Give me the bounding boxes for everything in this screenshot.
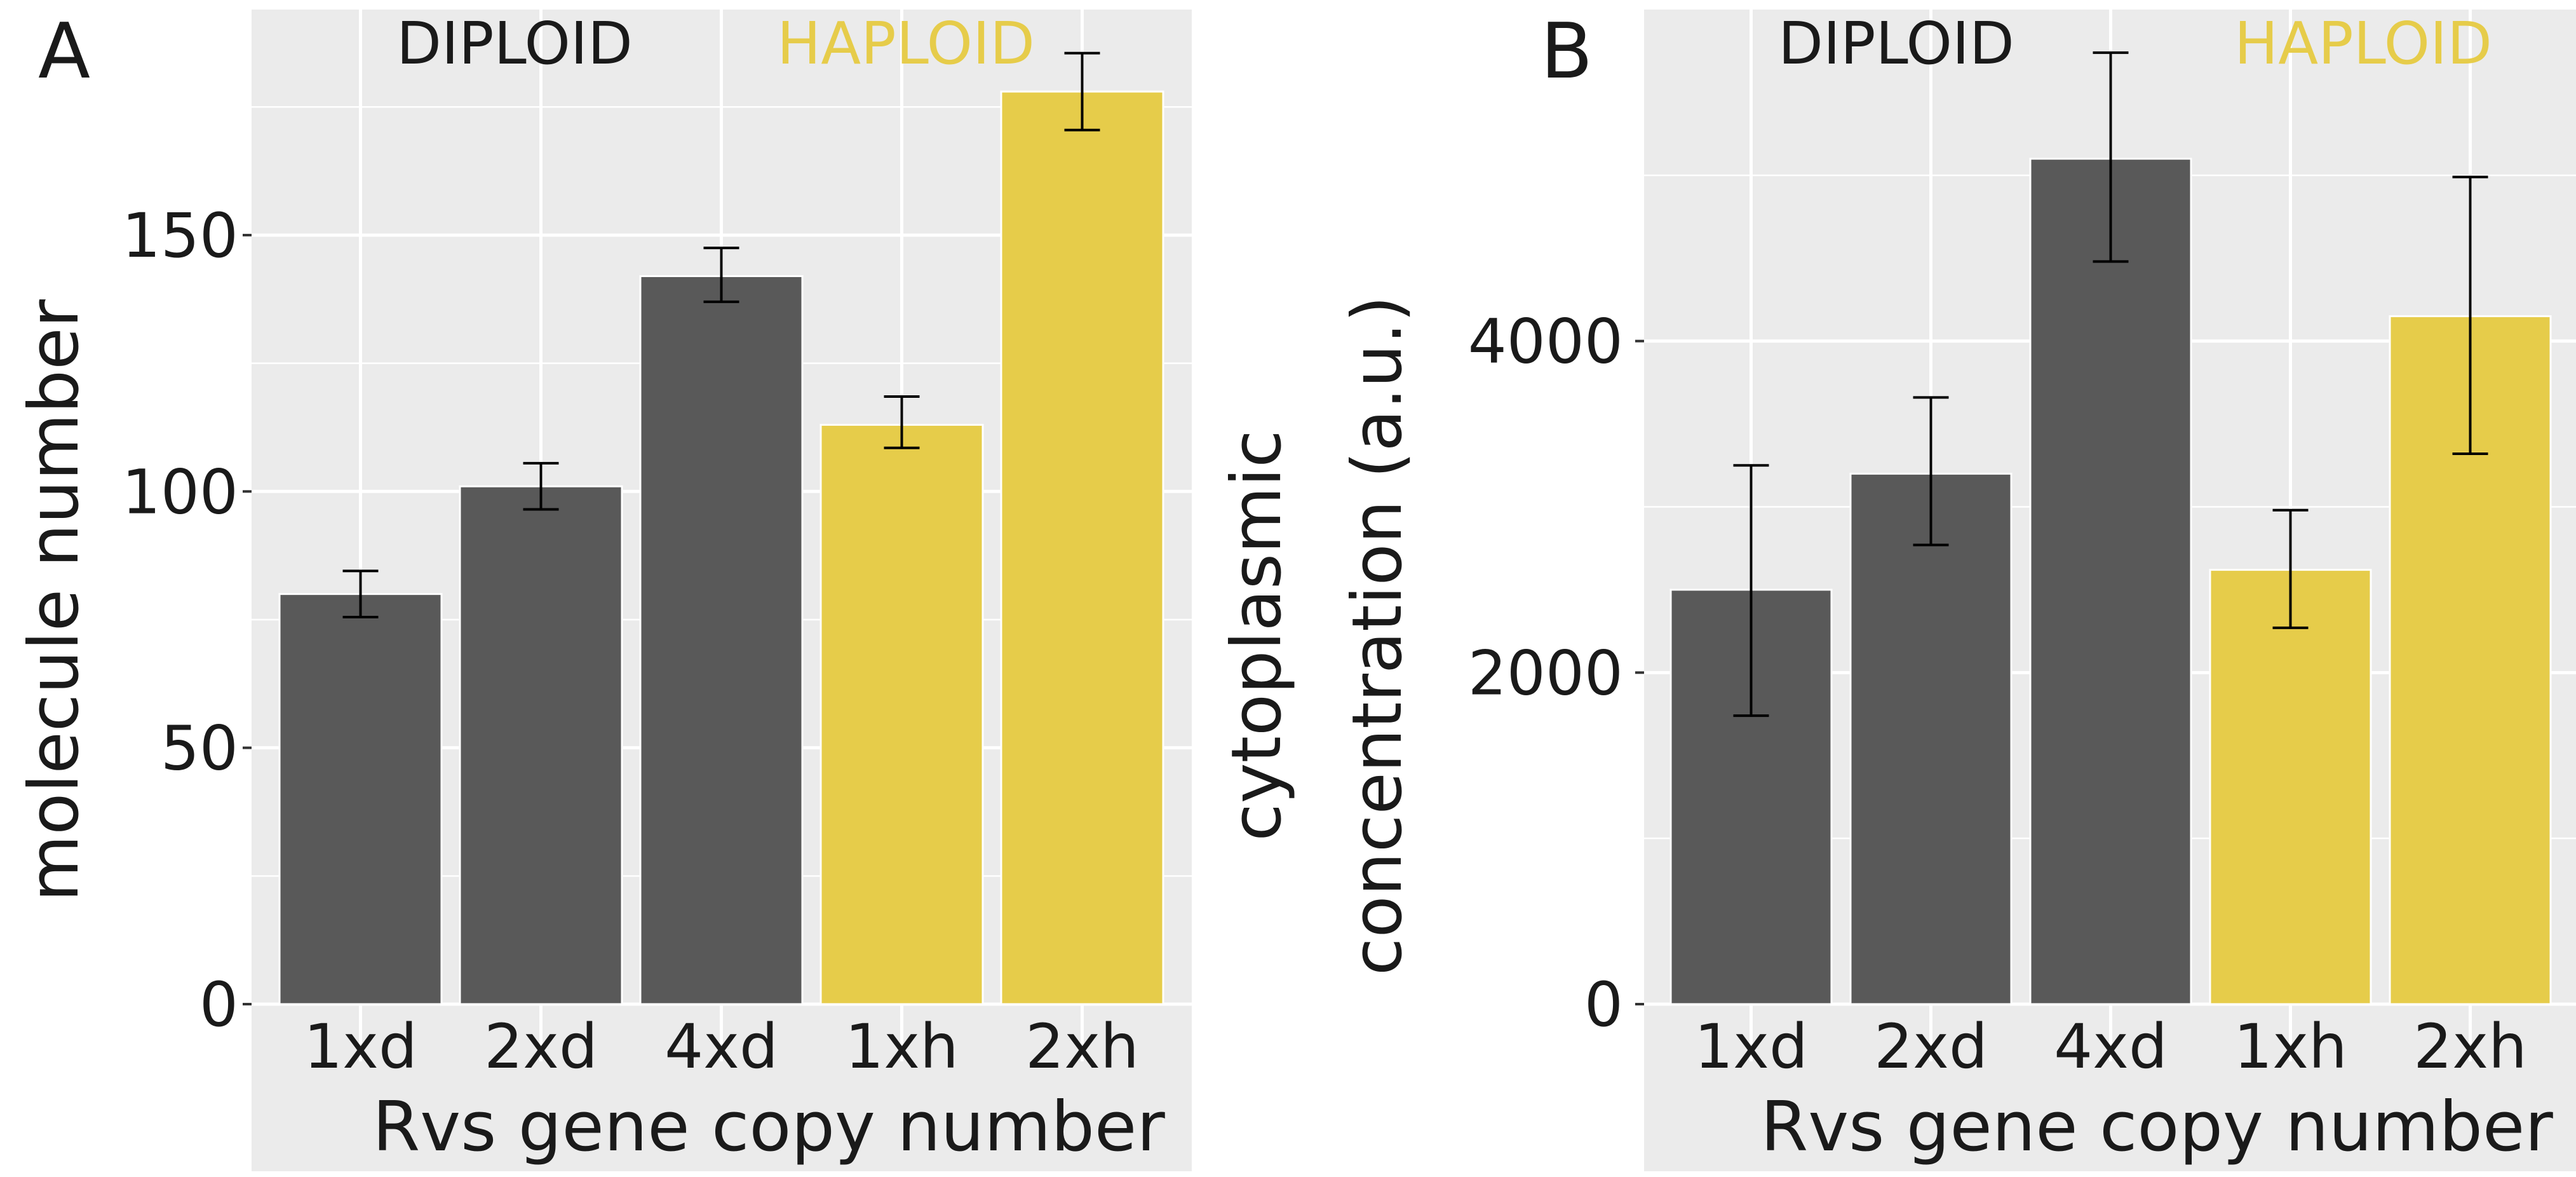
panel-label-b: B	[1541, 8, 1593, 96]
bar-4xd	[639, 275, 804, 1005]
y-tick-label: 50	[161, 713, 238, 784]
bar-2xd	[459, 485, 623, 1005]
x-tick-labels-a: 1xd 2xd 4xd 1xh 2xh	[304, 1011, 1139, 1082]
group-label-diploid-b: DIPLOID	[1778, 10, 2014, 78]
y-axis-title-b-line-1: cytoplasmic	[1217, 430, 1297, 841]
y-tick-label: 150	[122, 200, 238, 271]
y-ticks-a: 0 50 100 150	[122, 200, 252, 1040]
x-tick-label-1xd: 1xd	[1694, 1011, 1808, 1082]
x-tick-label-2xh: 2xh	[2413, 1011, 2527, 1082]
x-axis-title-b: Rvs gene copy number	[1760, 1087, 2553, 1167]
panel-b: B 0 2000 4000 1xd 2xd 4xd 1xh 2xh DIPLOID HAPL…	[1217, 8, 2576, 1171]
panel-a: A 0 50 100 150 1xd 2xd 4xd 1xh 2xh DIPLOID HAPL…	[15, 8, 1192, 1171]
y-tick-label: 100	[122, 456, 238, 527]
group-label-diploid-a: DIPLOID	[396, 10, 633, 78]
y-tick-label: 4000	[1468, 306, 1623, 378]
x-tick-label-1xh: 1xh	[845, 1011, 959, 1082]
x-tick-label-1xd: 1xd	[304, 1011, 417, 1082]
y-axis-title-a: molecule number	[15, 299, 94, 901]
x-tick-label-4xd: 4xd	[664, 1011, 778, 1082]
y-axis-title-b-line-2: concentration (a.u.)	[1338, 296, 1417, 976]
x-tick-label-2xd: 2xd	[484, 1011, 598, 1082]
y-tick-label: 2000	[1468, 637, 1623, 709]
x-tick-labels-b: 1xd 2xd 4xd 1xh 2xh	[1694, 1011, 2527, 1082]
bar-1xd	[278, 593, 443, 1005]
y-tick-label: 0	[1584, 969, 1623, 1040]
x-tick-label-2xd: 2xd	[1874, 1011, 1988, 1082]
bar-2xd	[1849, 472, 2013, 1005]
group-label-haploid-b: HAPLOID	[2234, 10, 2492, 78]
x-tick-label-2xh: 2xh	[1025, 1011, 1139, 1082]
bars-a	[278, 90, 1164, 1005]
x-tick-label-1xh: 1xh	[2234, 1011, 2347, 1082]
y-ticks-b: 0 2000 4000	[1468, 306, 1644, 1040]
bar-1xh	[2209, 569, 2372, 1005]
x-axis-title-a: Rvs gene copy number	[372, 1087, 1165, 1167]
error-bars-a	[342, 51, 1100, 618]
bar-2xh	[1000, 90, 1164, 1005]
x-tick-label-4xd: 4xd	[2054, 1011, 2168, 1082]
panel-label-a: A	[38, 8, 90, 96]
error-bars-b	[1733, 51, 2488, 718]
y-axis-title-b: cytoplasmic concentration (a.u.)	[1217, 296, 1417, 976]
bar-4xd	[2029, 158, 2192, 1005]
bar-1xh	[819, 423, 984, 1005]
y-tick-label: 0	[199, 969, 238, 1040]
group-label-haploid-a: HAPLOID	[777, 10, 1035, 78]
